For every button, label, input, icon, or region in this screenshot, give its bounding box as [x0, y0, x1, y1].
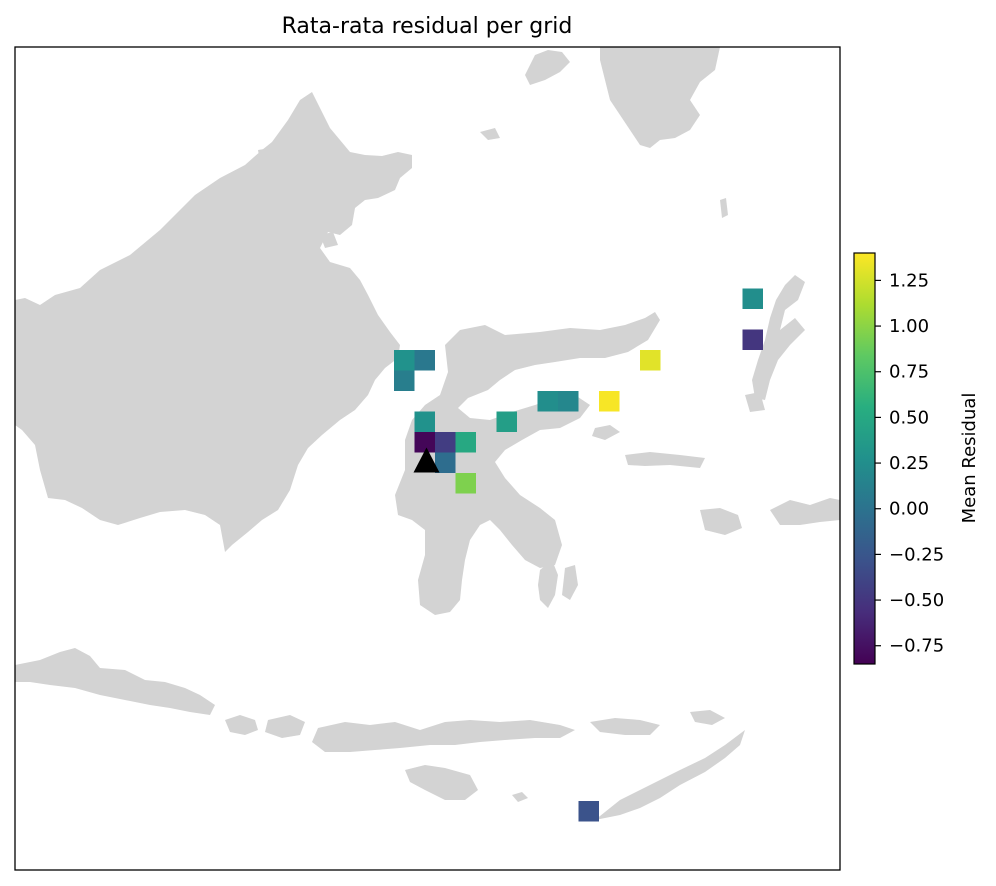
flores-island: [312, 720, 575, 752]
small-island: [320, 232, 338, 248]
colorbar-tick-label: −0.50: [889, 590, 944, 611]
grid-cell: [455, 473, 476, 494]
java-island: [15, 648, 215, 715]
grid-cell: [558, 391, 579, 412]
grid-cell: [435, 452, 456, 473]
mindanao-island: [600, 47, 720, 148]
heatmap-cells: [394, 288, 763, 822]
grid-cell: [435, 432, 456, 453]
colorbar-label: Mean Residual: [959, 393, 980, 524]
borneo-island: [15, 92, 412, 552]
small-island: [258, 148, 272, 162]
wetar-island: [690, 710, 725, 725]
colorbar-gradient: [853, 252, 876, 665]
grid-cell: [578, 801, 599, 822]
grid-cell: [742, 288, 763, 309]
sula-islands: [625, 452, 705, 468]
grid-cell: [394, 370, 415, 391]
chart-title: Rata-rata residual per grid: [282, 14, 573, 39]
grid-cell: [640, 350, 661, 371]
colorbar-tick-label: 0.75: [889, 362, 929, 383]
small-island: [480, 128, 500, 140]
small-island: [745, 392, 765, 412]
grid-cell: [599, 391, 620, 412]
colorbar-tick-label: 1.00: [889, 316, 929, 337]
land-layer: [15, 47, 840, 820]
sulawesi-island: [395, 312, 660, 615]
small-island: [720, 198, 728, 218]
grid-cell: [394, 350, 415, 371]
map-frame: [14, 46, 841, 871]
bali-lombok: [225, 715, 258, 735]
grid-cell: [537, 391, 558, 412]
station-triangle-marker: [413, 447, 440, 473]
grid-cell: [414, 411, 435, 432]
buru-islands: [770, 498, 840, 525]
colorbar-tick-label: 1.25: [889, 270, 929, 291]
colorbar-tick-label: 0.25: [889, 453, 929, 474]
colorbar-tick-label: −0.75: [889, 636, 944, 657]
station-marker-layer: [413, 447, 440, 473]
sawu-island: [512, 792, 528, 802]
grid-cell: [414, 350, 435, 371]
colorbar: 1.251.000.750.500.250.00−0.25−0.50−0.75 …: [853, 252, 980, 665]
colorbar-tick-label: −0.25: [889, 544, 944, 565]
grid-cell: [742, 329, 763, 350]
timor-island: [595, 730, 745, 820]
sumba-island: [405, 765, 478, 800]
small-island: [525, 50, 570, 85]
colorbar-tick-label: 0.50: [889, 407, 929, 428]
buton-island: [538, 560, 558, 608]
halmahera-island: [752, 275, 805, 400]
grid-cell: [414, 432, 435, 453]
colorbar-ticks: 1.25 1.00 0.75 0.50 0.25 0.00 −0.25 −0.50 −0.75: [875, 270, 944, 657]
seram-island: [700, 508, 742, 535]
banggai-islands: [592, 425, 620, 440]
map-axes: [14, 46, 841, 871]
muna-island: [562, 565, 578, 600]
alor-islands: [590, 718, 660, 735]
sumbawa-island: [265, 715, 305, 738]
grid-cell: [455, 432, 476, 453]
grid-cell: [496, 411, 517, 432]
colorbar-tick-label: 0.00: [889, 499, 929, 520]
